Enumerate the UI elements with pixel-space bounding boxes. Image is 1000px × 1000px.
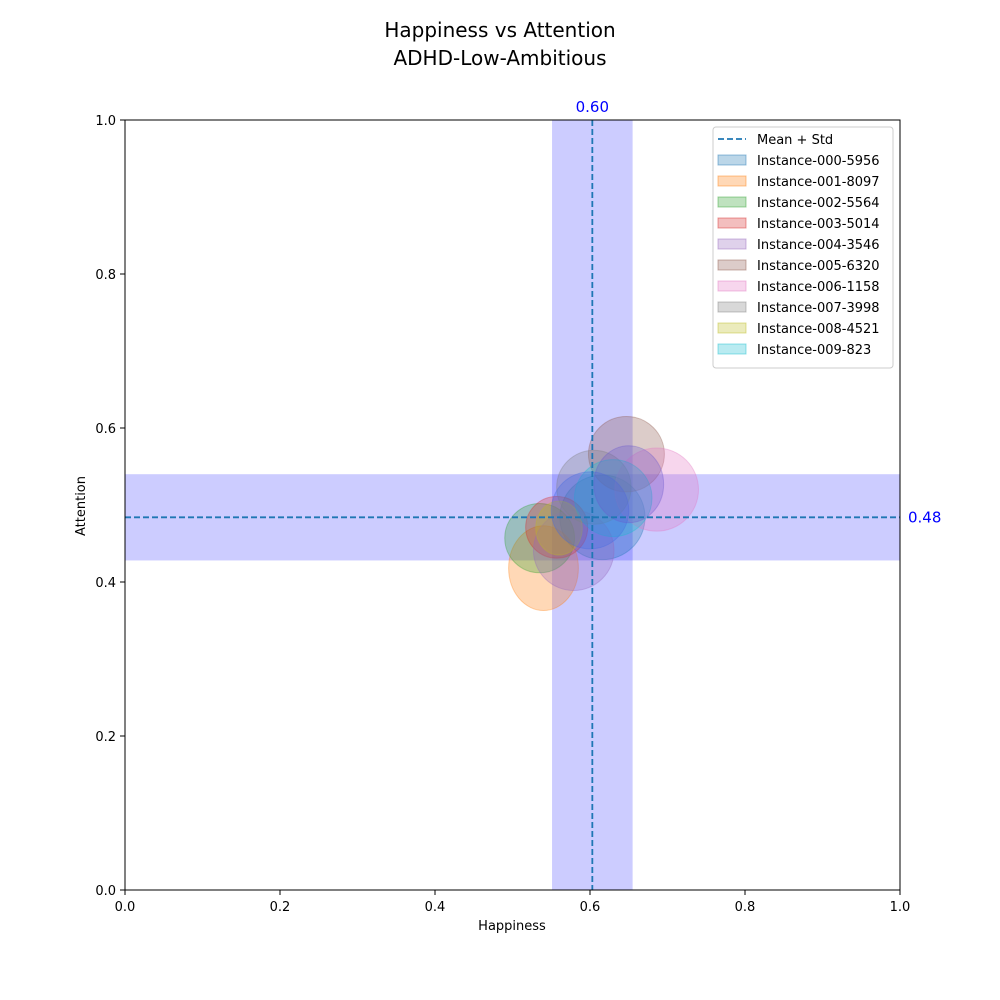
plot-frame bbox=[124, 119, 901, 891]
chart-subtitle: ADHD-Low-Ambitious bbox=[393, 46, 606, 70]
legend-label-6: Instance-006-1158 bbox=[757, 280, 880, 295]
y-tick-label: 0.0 bbox=[95, 884, 116, 899]
y-axis-label: Attention bbox=[74, 476, 89, 536]
instance-ellipse-5 bbox=[587, 415, 665, 493]
legend-box bbox=[712, 126, 894, 369]
y-tick-label: 0.6 bbox=[95, 422, 116, 437]
y-tick-label: 0.2 bbox=[95, 730, 116, 745]
legend-label-5: Instance-005-6320 bbox=[757, 259, 880, 274]
legend: Mean + Std Instance-000-5956 Instance-001-… bbox=[712, 126, 894, 369]
instance-ellipse-11 bbox=[593, 445, 665, 524]
chart-title: Happiness vs Attention bbox=[384, 18, 615, 42]
legend-swatch-2 bbox=[717, 196, 747, 208]
mean-x-value-label: 0.60 bbox=[576, 98, 609, 116]
plot-content bbox=[125, 120, 900, 890]
legend-swatch-0 bbox=[717, 154, 747, 166]
legend-label-4: Instance-004-3546 bbox=[757, 238, 880, 253]
legend-swatch-9 bbox=[717, 343, 747, 355]
legend-mean-label: Mean + Std bbox=[757, 133, 833, 148]
legend-label-0: Instance-000-5956 bbox=[757, 154, 880, 169]
instance-ellipse-10 bbox=[550, 471, 630, 550]
y-tick-label: 1.0 bbox=[95, 114, 116, 129]
legend-label-8: Instance-008-4521 bbox=[757, 322, 880, 337]
legend-swatch-5 bbox=[717, 259, 747, 271]
legend-label-2: Instance-002-5564 bbox=[757, 196, 880, 211]
legend-label-7: Instance-007-3998 bbox=[757, 301, 880, 316]
legend-swatch-6 bbox=[717, 280, 747, 292]
instance-ellipse-6 bbox=[614, 447, 700, 532]
instance-ellipse-3 bbox=[525, 496, 589, 559]
instance-ellipse-1 bbox=[508, 525, 579, 611]
x-tick-label: 0.6 bbox=[580, 900, 601, 915]
mean-y-value-label: 0.48 bbox=[908, 508, 941, 526]
x-tick-label: 0.8 bbox=[735, 900, 756, 915]
legend-label-9: Instance-009-823 bbox=[757, 343, 871, 358]
y-tick-label: 0.4 bbox=[95, 576, 116, 591]
x-tick-label: 0.0 bbox=[115, 900, 136, 915]
legend-label-3: Instance-003-5014 bbox=[757, 217, 880, 232]
x-axis-label: Happiness bbox=[478, 919, 546, 934]
instance-ellipse-7 bbox=[556, 449, 632, 525]
x-tick-label: 0.4 bbox=[425, 900, 446, 915]
instance-ellipse-8 bbox=[535, 500, 583, 556]
y-tick-label: 0.8 bbox=[95, 268, 116, 283]
plot-area: 0.60 0.48 bbox=[125, 98, 941, 890]
legend-label-1: Instance-001-8097 bbox=[757, 175, 880, 190]
x-tick-label: 0.2 bbox=[270, 900, 291, 915]
legend-swatch-1 bbox=[717, 175, 747, 187]
instance-ellipse-2 bbox=[504, 502, 575, 574]
legend-swatch-4 bbox=[717, 238, 747, 250]
axes: 0.0 0.2 0.4 0.6 0.8 1.0 0.0 0.2 0.4 0.6 0.8 1.0 bbox=[95, 114, 910, 915]
legend-swatch-3 bbox=[717, 217, 747, 229]
x-tick-label: 1.0 bbox=[890, 900, 911, 915]
legend-swatch-7 bbox=[717, 301, 747, 313]
instance-ellipse-4 bbox=[532, 509, 615, 591]
legend-swatch-8 bbox=[717, 322, 747, 334]
